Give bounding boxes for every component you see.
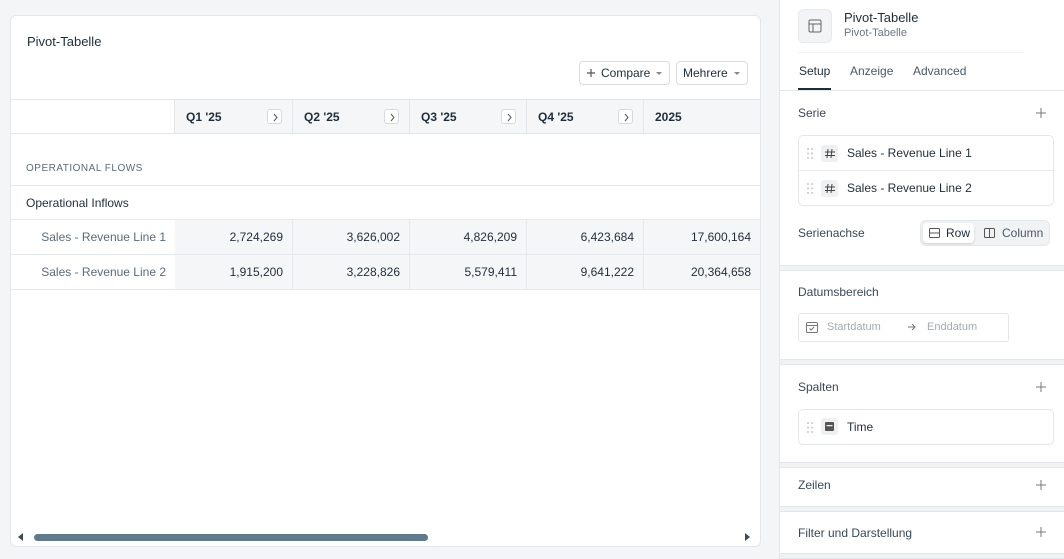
- widget-subtitle: Pivot-Tabelle: [844, 27, 907, 39]
- section-separator: [780, 506, 1064, 512]
- add-button[interactable]: [1035, 479, 1047, 491]
- section-title: Filter und Darstellung: [798, 526, 913, 540]
- column-name[interactable]: Time: [847, 420, 874, 434]
- caret-icon: [656, 72, 663, 75]
- value-cell: 2,724,269: [175, 220, 293, 254]
- mehrere-button[interactable]: Mehrere: [676, 61, 748, 85]
- column-label: Q1 '25: [186, 109, 222, 124]
- start-placeholder: Startdatum: [827, 321, 881, 333]
- value-cell: 4,826,209: [410, 220, 527, 254]
- row-label: Sales - Revenue Line 2: [41, 265, 166, 279]
- column-icon: [984, 228, 995, 238]
- value-cell: 9,641,222: [527, 255, 644, 289]
- compare-button[interactable]: Compare: [579, 61, 671, 85]
- section-title: Datumsbereich: [798, 285, 879, 299]
- widget-icon: [798, 9, 832, 43]
- card-title: Pivot-Tabelle: [27, 34, 102, 49]
- end-placeholder: Enddatum: [927, 321, 978, 333]
- expand-icon[interactable]: [267, 109, 282, 124]
- segment-label[interactable]: Column: [1002, 226, 1044, 240]
- plus-icon: [587, 69, 595, 77]
- expand-icon[interactable]: [501, 109, 516, 124]
- tab-active[interactable]: Setup: [799, 64, 831, 78]
- value-cell: 6,423,684: [527, 220, 644, 254]
- expand-icon[interactable]: [384, 109, 399, 124]
- column-label: 2025: [655, 109, 682, 124]
- corner-cell: [11, 99, 175, 134]
- value-cell: 3,228,826: [293, 255, 410, 289]
- calendar-icon: [821, 418, 838, 435]
- segment-selected[interactable]: Row: [923, 223, 974, 243]
- section-separator: [780, 462, 1064, 468]
- pivot-card: Pivot-Tabelle Compare Mehrere Q1 '25 Q2 …: [10, 15, 761, 547]
- row-label: Sales - Revenue Line 1: [41, 230, 166, 244]
- group-row: Operational Inflows: [11, 185, 760, 220]
- section-title: Spalten: [798, 380, 839, 394]
- field-label: Serienachse: [798, 226, 865, 240]
- divider: [799, 170, 1053, 171]
- scrollbar[interactable]: [11, 528, 760, 544]
- drag-handle[interactable]: [807, 148, 813, 159]
- column-list: Time: [798, 409, 1054, 445]
- value-cell: 5,579,411: [410, 255, 527, 289]
- expand-icon[interactable]: [618, 109, 633, 124]
- value-cell: 17,600,164: [644, 220, 760, 254]
- group-label: Operational Inflows: [26, 196, 129, 210]
- divider: [798, 52, 1024, 53]
- column-header: 2025: [644, 99, 760, 134]
- add-button[interactable]: [1035, 381, 1047, 393]
- tab-indicator: [798, 88, 831, 90]
- tab[interactable]: Anzeige: [850, 64, 894, 78]
- section-label: OPERATIONAL FLOWS: [26, 163, 143, 174]
- column-header: Q2 '25: [293, 99, 410, 134]
- series-list: Sales - Revenue Line 1 Sales - Revenue L…: [798, 135, 1054, 206]
- value-cell: 3,626,002: [293, 220, 410, 254]
- date-range-input[interactable]: Startdatum Enddatum: [798, 313, 1009, 342]
- column-header: Q1 '25: [175, 99, 293, 134]
- settings-sidebar: Pivot-Tabelle Pivot-Tabelle Setup Anzeig…: [779, 0, 1064, 559]
- section-separator: [780, 265, 1064, 271]
- section-title: Serie: [798, 106, 827, 120]
- section-title: Zeilen: [798, 478, 831, 492]
- add-button[interactable]: [1035, 107, 1047, 119]
- divider: [780, 90, 1064, 91]
- caret-icon: [733, 72, 740, 75]
- section-separator: [780, 359, 1064, 365]
- tab[interactable]: Advanced: [913, 64, 967, 78]
- number-icon: [821, 180, 838, 197]
- column-header: Q3 '25: [410, 99, 527, 134]
- series-name[interactable]: Sales - Revenue Line 1: [847, 146, 972, 160]
- add-button[interactable]: [1035, 526, 1047, 538]
- series-name[interactable]: Sales - Revenue Line 2: [847, 181, 972, 195]
- segment-label: Row: [946, 226, 971, 240]
- section-separator: [780, 553, 1064, 559]
- column-label: Q3 '25: [421, 109, 457, 124]
- drag-handle[interactable]: [807, 422, 813, 433]
- number-icon: [821, 145, 838, 162]
- segmented-control: Row Column: [920, 220, 1050, 246]
- widget-title: Pivot-Tabelle: [844, 10, 919, 25]
- value-cell: 1,915,200: [175, 255, 293, 289]
- mehrere-label: Mehrere: [683, 66, 728, 80]
- data-row: Sales - Revenue Line 1 2,724,269 3,626,0…: [11, 220, 760, 255]
- column-header: Q4 '25: [527, 99, 644, 134]
- drag-handle[interactable]: [807, 183, 813, 194]
- value-cell: 20,364,658: [644, 255, 760, 289]
- column-label: Q4 '25: [538, 109, 574, 124]
- data-row: Sales - Revenue Line 2 1,915,200 3,228,8…: [11, 255, 760, 290]
- compare-label: Compare: [601, 66, 651, 80]
- column-label: Q2 '25: [304, 109, 340, 124]
